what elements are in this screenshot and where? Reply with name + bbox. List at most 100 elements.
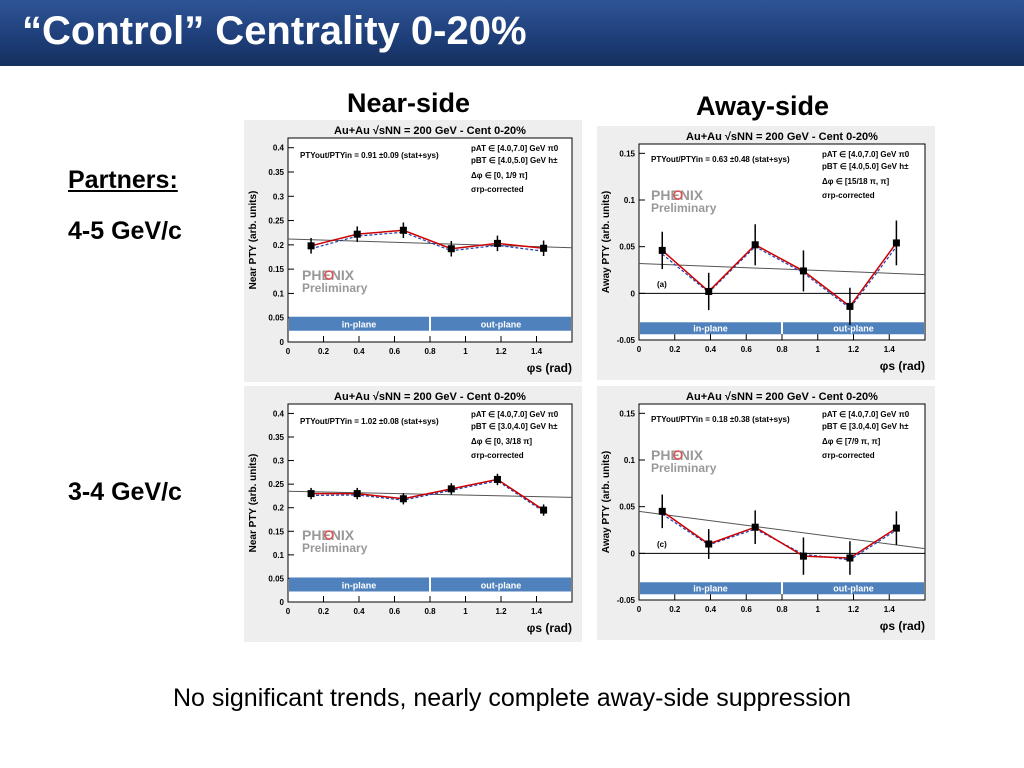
data-point <box>540 506 548 514</box>
data-point <box>799 267 807 275</box>
data-point <box>353 230 361 238</box>
data-point <box>307 490 315 498</box>
x-axis-label: φs (rad) <box>880 359 925 373</box>
data-point <box>399 226 407 234</box>
x-tick-label: 1 <box>816 345 821 354</box>
phenix-logo-text: PHENIX <box>302 527 355 543</box>
chart-near-3-4: Au+Au √sNN = 200 GeV - Cent 0-20% 0 0.05 0.… <box>244 386 582 642</box>
y-tick-label: 0.3 <box>273 192 285 201</box>
x-tick-label: 0.6 <box>389 607 401 616</box>
row-label-4-5: 4-5 GeV/c <box>68 217 182 245</box>
x-tick-label: 0.8 <box>776 605 788 614</box>
x-tick-label: 0.2 <box>669 345 681 354</box>
band-label-in: in-plane <box>693 583 728 593</box>
chart-title: Au+Au √sNN = 200 GeV - Cent 0-20% <box>686 391 878 403</box>
series-red-line <box>661 510 897 559</box>
y-tick-label: 0.15 <box>619 409 635 418</box>
y-tick-label: 0.3 <box>273 457 285 466</box>
x-tick-label: 0.4 <box>353 347 365 356</box>
data-point <box>892 524 900 532</box>
band-label-in: in-plane <box>342 580 377 590</box>
x-tick-label: 0.4 <box>705 605 717 614</box>
y-tick-label: 0.1 <box>624 196 636 205</box>
x-axis-label: φs (rad) <box>527 621 572 635</box>
y-tick-label: 0 <box>631 289 636 298</box>
pB-range: pBT ∈ [4.0,5.0] GeV h± <box>822 162 909 171</box>
in-plane-band <box>289 316 429 331</box>
data-point <box>307 242 315 250</box>
y-axis-label: Near PTY (arb. units) <box>248 191 259 290</box>
ratio-text: PTYout/PTYin = 0.63 ±0.48 (stat+sys) <box>651 155 790 164</box>
band-label-out: out-plane <box>481 580 522 590</box>
sigma-note: σrp-corrected <box>471 451 524 460</box>
out-plane-band <box>431 316 571 331</box>
x-axis-label: φs (rad) <box>527 361 572 375</box>
x-tick-label: 1.4 <box>884 605 896 614</box>
pB-range: pBT ∈ [4.0,5.0] GeV h± <box>471 156 558 165</box>
pA-range: pAT ∈ [4.0,7.0] GeV π0 <box>471 410 559 419</box>
series-blue-line <box>661 245 897 310</box>
y-axis-label: Away PTY (arb. units) <box>601 451 612 553</box>
y-tick-label: 0.15 <box>268 527 284 536</box>
slide-title: “Control” Centrality 0-20% <box>22 9 527 53</box>
x-tick-label: 0.8 <box>424 607 436 616</box>
x-tick-label: 0.6 <box>741 605 753 614</box>
plot-frame <box>638 143 926 341</box>
ratio-text: PTYout/PTYin = 0.91 ±0.09 (stat+sys) <box>300 151 439 160</box>
pA-range: pAT ∈ [4.0,7.0] GeV π0 <box>471 144 559 153</box>
sigma-note: σrp-corrected <box>822 191 875 200</box>
footer-text: No significant trends, nearly complete a… <box>172 684 852 712</box>
preliminary-text: Preliminary <box>302 281 368 295</box>
x-tick-label: 0.4 <box>705 345 717 354</box>
in-plane-band <box>640 322 781 335</box>
preliminary-text: Preliminary <box>651 201 717 215</box>
ratio-text: PTYout/PTYin = 0.18 ±0.38 (stat+sys) <box>651 415 790 424</box>
partners-label: Partners: <box>68 166 178 194</box>
chart-near-4-5: Au+Au √sNN = 200 GeV - Cent 0-20% 0 0.05 0.… <box>244 120 582 382</box>
data-point <box>493 475 501 483</box>
x-tick-label: 1.2 <box>848 345 860 354</box>
out-plane-band <box>783 582 924 595</box>
dphi-range: Δφ ∈ [7/9 π, π] <box>822 437 881 446</box>
x-tick-label: 1.4 <box>531 607 543 616</box>
phenix-logo-icon <box>324 530 334 540</box>
row-label-3-4: 3-4 GeV/c <box>68 478 182 506</box>
y-axis-label: Near PTY (arb. units) <box>248 454 259 553</box>
x-axis-label: φs (rad) <box>880 619 925 633</box>
chart-title: Au+Au √sNN = 200 GeV - Cent 0-20% <box>686 131 878 143</box>
y-tick-label: 0.35 <box>268 168 284 177</box>
near-side-heading: Near-side <box>347 88 471 118</box>
x-tick-label: 0 <box>286 607 291 616</box>
data-point <box>751 241 759 249</box>
x-tick-label: 1.2 <box>495 347 507 356</box>
dphi-range: Δφ ∈ [15/18 π, π] <box>822 177 889 186</box>
y-tick-label: 0.1 <box>273 551 285 560</box>
x-tick-label: 1.4 <box>531 347 543 356</box>
data-point <box>846 302 854 310</box>
band-label-in: in-plane <box>693 323 728 333</box>
data-point <box>540 244 548 252</box>
phenix-logo-icon <box>673 190 683 200</box>
y-tick-label: 0 <box>631 549 636 558</box>
data-point <box>705 540 713 548</box>
data-point <box>493 239 501 247</box>
phenix-logo-icon <box>324 270 334 280</box>
x-tick-label: 0 <box>637 345 642 354</box>
fit-line <box>287 490 573 498</box>
away-side-heading: Away-side <box>696 91 830 121</box>
x-tick-label: 0.4 <box>353 607 365 616</box>
x-tick-label: 0.2 <box>669 605 681 614</box>
in-plane-band <box>289 577 429 592</box>
y-tick-label: 0.15 <box>268 265 284 274</box>
plot-frame <box>638 403 926 601</box>
fit-line <box>638 510 926 550</box>
y-tick-label: 0.2 <box>273 504 285 513</box>
plot-frame <box>287 403 573 603</box>
data-point <box>799 552 807 560</box>
y-tick-label: 0.05 <box>619 503 635 512</box>
out-plane-band <box>783 322 924 335</box>
phenix-logo-text: PHENIX <box>302 267 355 283</box>
band-label-out: out-plane <box>833 323 874 333</box>
out-plane-band <box>431 577 571 592</box>
data-point <box>658 507 666 515</box>
